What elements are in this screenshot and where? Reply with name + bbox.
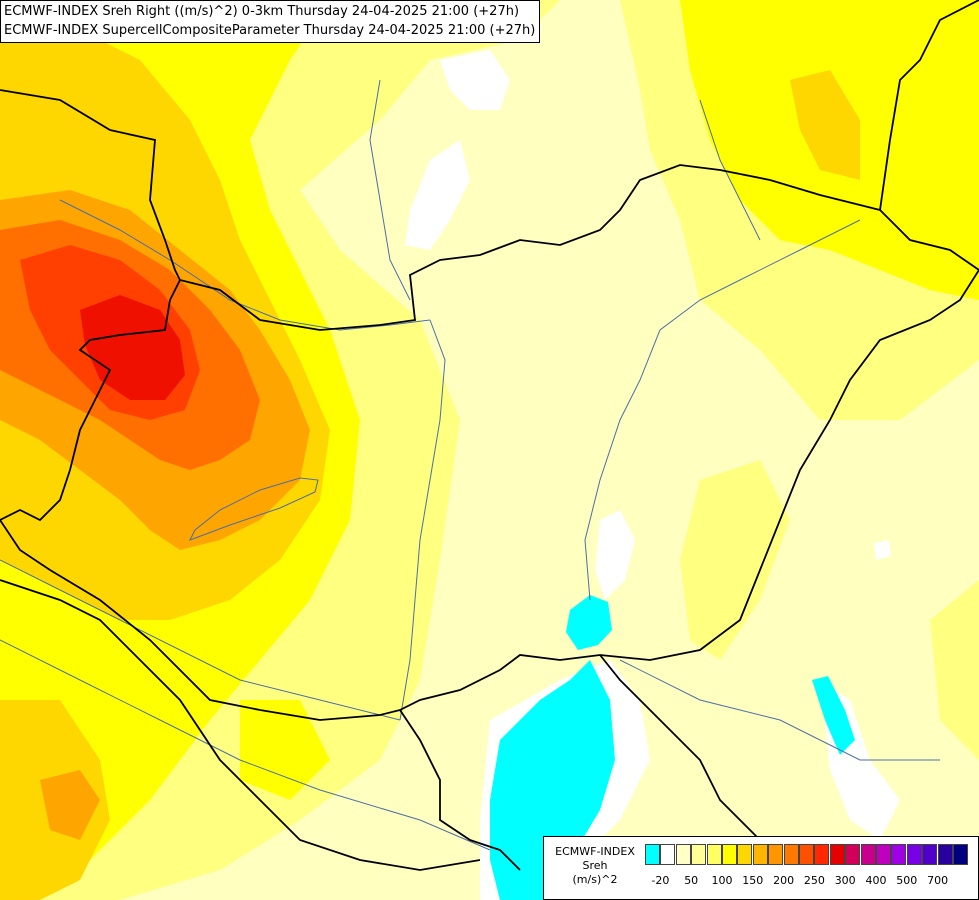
- river-danube-south: [399, 319, 446, 721]
- river-southeast: [619, 659, 940, 761]
- legend-tick-label: 250: [803, 874, 825, 887]
- legend-swatch: [860, 844, 876, 865]
- river-danube-north: [59, 199, 431, 331]
- legend-swatch: [783, 844, 799, 865]
- field-light-yellow-far-east: [930, 580, 979, 760]
- legend-swatch: [891, 844, 907, 865]
- legend-tick-label: 300: [834, 874, 856, 887]
- field-light-yellow-southeast: [680, 460, 790, 660]
- legend-swatch: [906, 844, 922, 865]
- river-tisza: [584, 219, 861, 601]
- border-hungary-croatia: [0, 519, 401, 721]
- border-bosnia: [0, 579, 481, 871]
- field-cyan-east: [812, 676, 855, 755]
- rivers: [0, 79, 940, 851]
- legend-swatch: [660, 844, 676, 865]
- legend-model: ECMWF-INDEX: [555, 845, 635, 858]
- border-serbia: [399, 709, 521, 871]
- border-north-poland: [879, 0, 979, 211]
- legend-variable: Sreh: [582, 859, 608, 872]
- legend-swatch: [722, 844, 737, 865]
- field-gold-northeast: [790, 70, 860, 180]
- field-white-north-strip: [405, 140, 470, 250]
- country-borders: [0, 0, 979, 871]
- legend-tick-label: 100: [711, 874, 733, 887]
- border-hungary-ukraine-romania: [399, 209, 979, 711]
- field-yellow-southwest-patch: [240, 700, 330, 800]
- legend-swatch: [845, 844, 861, 865]
- legend-tick-label: 150: [742, 874, 764, 887]
- legend-swatch: [937, 844, 953, 865]
- river-sava: [0, 639, 491, 851]
- river-north: [369, 79, 411, 301]
- field-cyan-center: [566, 595, 612, 650]
- map-title-box: ECMWF-INDEX Sreh Right ((m/s)^2) 0-3km T…: [0, 0, 541, 43]
- legend-swatch: [876, 844, 891, 865]
- legend-swatch: [691, 844, 707, 865]
- legend-swatch: [706, 844, 722, 865]
- legend-unit: (m/s)^2: [572, 873, 618, 886]
- legend-tick-label: 400: [865, 874, 887, 887]
- legend-tick-label: 700: [927, 874, 949, 887]
- river-east: [699, 99, 761, 241]
- legend-swatch: [645, 844, 660, 865]
- legend-tick-label: 50: [684, 874, 699, 887]
- border-austria-hungary: [0, 279, 181, 522]
- legend-swatch: [953, 844, 968, 865]
- legend-tick-label: 200: [773, 874, 795, 887]
- river-balaton: [188, 477, 319, 541]
- legend-swatch: [737, 844, 753, 865]
- legend-tick-label: -20: [651, 874, 670, 887]
- field-cyan-south: [490, 660, 615, 900]
- legend-tick-label: 500: [896, 874, 918, 887]
- field-white-dot: [874, 540, 891, 560]
- legend-title: ECMWF-INDEX Sreh (m/s)^2: [550, 845, 640, 887]
- title-line-scp: ECMWF-INDEX SupercellCompositeParameter …: [4, 23, 536, 38]
- legend-swatch: [814, 844, 830, 865]
- border-romania-serbia: [599, 654, 761, 841]
- field-orange-south-spot: [40, 770, 100, 840]
- legend-swatch: [752, 844, 768, 865]
- legend-swatch: [922, 844, 938, 865]
- field-white-center: [595, 510, 635, 600]
- legend-swatch: [829, 844, 845, 865]
- legend-swatch: [675, 844, 691, 865]
- legend-swatch: [799, 844, 814, 865]
- field-white-north: [440, 50, 510, 110]
- border-slovakia-north: [0, 89, 881, 331]
- field-red-core: [80, 295, 185, 400]
- title-line-sreh: ECMWF-INDEX Sreh Right ((m/s)^2) 0-3km T…: [4, 4, 520, 19]
- legend-swatch: [768, 844, 784, 865]
- river-drava: [0, 559, 401, 721]
- color-legend: ECMWF-INDEX Sreh (m/s)^2 -20 50 100 150 200 2…: [543, 836, 979, 900]
